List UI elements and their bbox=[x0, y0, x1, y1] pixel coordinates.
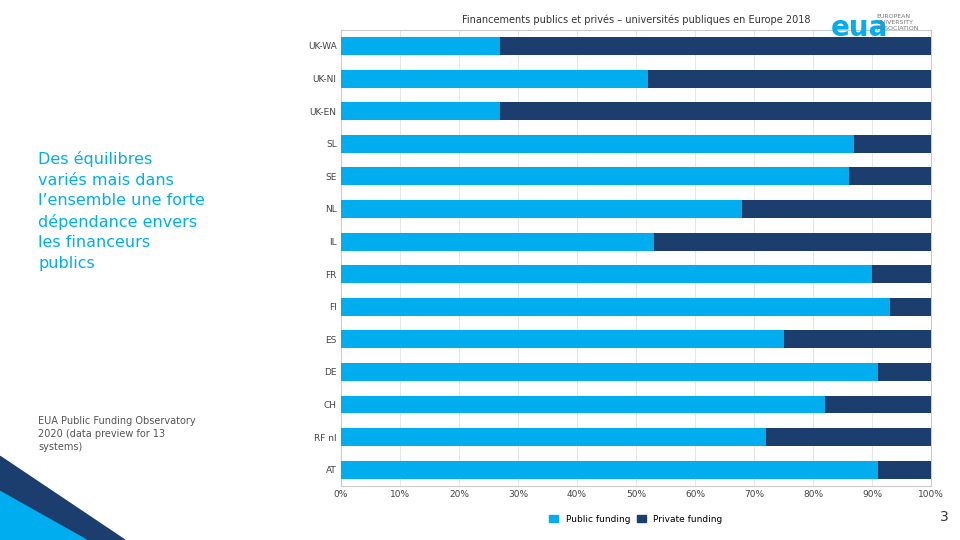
Bar bbox=[341, 200, 742, 218]
Bar bbox=[341, 265, 872, 283]
Bar bbox=[500, 37, 931, 55]
Text: 3: 3 bbox=[940, 510, 948, 524]
Bar bbox=[341, 396, 825, 414]
Text: EUROPEAN
UNIVERSITY
ASSOCIATION: EUROPEAN UNIVERSITY ASSOCIATION bbox=[876, 14, 919, 31]
Bar bbox=[872, 265, 931, 283]
Bar bbox=[341, 37, 500, 55]
Legend: Public funding, Private funding: Public funding, Private funding bbox=[545, 511, 727, 527]
Bar bbox=[890, 298, 931, 316]
Text: eua: eua bbox=[830, 14, 888, 42]
Bar bbox=[878, 461, 931, 478]
Bar bbox=[648, 70, 931, 87]
Bar bbox=[341, 461, 878, 478]
Bar bbox=[783, 330, 931, 348]
Bar bbox=[341, 167, 849, 185]
Bar bbox=[878, 363, 931, 381]
Bar bbox=[742, 200, 931, 218]
Bar bbox=[825, 396, 931, 414]
Bar bbox=[341, 102, 500, 120]
Bar bbox=[341, 363, 878, 381]
Title: Financements publics et privés – universités publiques en Europe 2018: Financements publics et privés – univers… bbox=[462, 14, 810, 25]
Bar bbox=[341, 428, 766, 446]
Text: Des équilibres
variés mais dans
l’ensemble une forte
dépendance envers
les finan: Des équilibres variés mais dans l’ensemb… bbox=[38, 151, 205, 271]
Bar bbox=[341, 298, 890, 316]
Bar bbox=[854, 135, 931, 153]
Bar bbox=[500, 102, 931, 120]
Text: EUA Public Funding Observatory
2020 (data preview for 13
systems): EUA Public Funding Observatory 2020 (dat… bbox=[38, 416, 196, 452]
Bar bbox=[341, 135, 854, 153]
Bar bbox=[849, 167, 931, 185]
Bar bbox=[654, 233, 931, 251]
Bar bbox=[341, 233, 654, 251]
Bar bbox=[341, 70, 648, 87]
Bar bbox=[766, 428, 931, 446]
Bar bbox=[341, 330, 783, 348]
